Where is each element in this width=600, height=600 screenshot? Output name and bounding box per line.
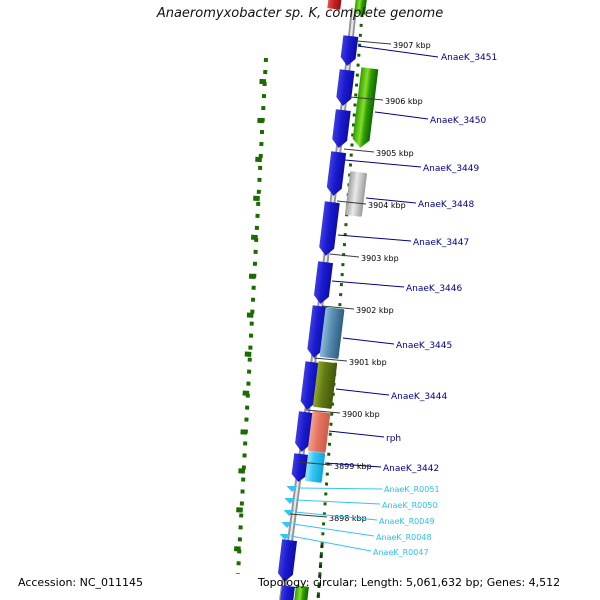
feature-AnaeK_3450[interactable] xyxy=(352,67,379,148)
cds-arrow[interactable] xyxy=(326,151,347,197)
ruler-tick-label: 3899 kbp xyxy=(334,462,372,471)
ruler-tick-label: 3906 kbp xyxy=(385,97,423,106)
cds-arrow[interactable] xyxy=(313,261,334,305)
ruler-tick-label: 3898 kbp xyxy=(329,514,367,523)
ruler-tick xyxy=(297,461,333,466)
trna-arrow[interactable] xyxy=(283,510,295,516)
map-title: Anaeromyxobacter sp. K, complete genome xyxy=(156,6,443,21)
label-leader-line xyxy=(328,430,385,438)
gene-label[interactable]: AnaeK_3444 xyxy=(391,392,447,402)
feature-AnaeK_3448[interactable] xyxy=(345,171,367,217)
gene-label[interactable]: AnaeK_3445 xyxy=(396,341,452,351)
status-summary: Topology: circular; Length: 5,061,632 bp… xyxy=(258,576,561,589)
ruler-tick xyxy=(313,357,348,362)
ruler-tick-label: 3907 kbp xyxy=(393,41,431,50)
rna-gene-label[interactable]: AnaeK_R0051 xyxy=(384,485,440,494)
feature-blue-clipped-bottom[interactable] xyxy=(280,585,295,600)
trna-arrow[interactable] xyxy=(281,522,293,528)
ruler-tick-label: 3905 kbp xyxy=(376,149,414,158)
ruler-tick xyxy=(305,409,341,414)
status-accession: Accession: NC_011145 xyxy=(18,576,144,589)
ruler-tick xyxy=(329,253,360,258)
label-leader-line xyxy=(335,388,390,396)
feature-AnaeK_3442[interactable] xyxy=(304,451,326,483)
label-leader-line xyxy=(357,45,439,58)
cds-arrow[interactable] xyxy=(335,69,355,107)
label-leader-line xyxy=(331,280,405,288)
rna-gene-label[interactable]: AnaeK_R0050 xyxy=(382,501,438,510)
feature-red-clipped-top[interactable] xyxy=(327,0,342,10)
ruler-tick xyxy=(321,305,355,310)
gene-label[interactable]: AnaeK_3448 xyxy=(418,200,474,210)
feature-AnaeK_3445[interactable] xyxy=(319,307,345,359)
label-leader-line-rna xyxy=(295,499,381,505)
ruler-tick xyxy=(356,40,392,45)
feature-green-clipped-top[interactable] xyxy=(354,0,367,15)
gene-label[interactable]: AnaeK_3450 xyxy=(430,116,486,126)
label-leader-line-rna xyxy=(290,535,372,552)
feature-AnaeK_3444[interactable] xyxy=(312,361,338,409)
ruler-tick-label: 3903 kbp xyxy=(361,254,399,263)
gc-plot-curve-left xyxy=(236,57,268,575)
gene-label[interactable]: AnaeK_3446 xyxy=(406,284,462,294)
ruler-tick-label: 3902 kbp xyxy=(356,306,394,315)
cds-arrow[interactable] xyxy=(340,35,359,67)
label-leader-line xyxy=(344,159,422,168)
trna-arrow[interactable] xyxy=(286,486,298,492)
gc-plot-curve-left-accent xyxy=(232,57,268,575)
cds-arrow[interactable] xyxy=(291,453,310,483)
gene-label[interactable]: AnaeK_3451 xyxy=(441,53,497,63)
ruler-tick xyxy=(289,513,328,518)
label-leader-line-rna xyxy=(297,487,383,490)
cds-arrow[interactable] xyxy=(318,201,340,256)
label-leader-line xyxy=(374,111,429,120)
gene-label[interactable]: AnaeK_3442 xyxy=(383,464,439,474)
gc-plot-curve-right xyxy=(316,13,364,600)
cds-arrow[interactable] xyxy=(277,539,298,583)
label-leader-line xyxy=(342,337,395,345)
rna-gene-label[interactable]: AnaeK_R0048 xyxy=(376,533,432,542)
label-leader-line-rna xyxy=(292,523,375,537)
trna-arrow[interactable] xyxy=(279,534,291,540)
trna-arrow[interactable] xyxy=(284,498,296,504)
gene-label[interactable]: rph xyxy=(386,434,401,444)
ruler-tick-label: 3900 kbp xyxy=(342,410,380,419)
gene-label[interactable]: AnaeK_3449 xyxy=(423,164,479,174)
ruler-tick xyxy=(343,148,375,153)
ruler-tick-label: 3904 kbp xyxy=(368,201,406,210)
label-leader-line xyxy=(337,234,412,242)
rna-gene-label[interactable]: AnaeK_R0047 xyxy=(373,548,429,557)
feature-rph[interactable] xyxy=(307,411,331,453)
ruler-tick xyxy=(349,96,384,101)
rna-gene-label[interactable]: AnaeK_R0049 xyxy=(379,517,435,526)
label-leader-line-rna xyxy=(294,511,378,521)
ruler-tick-label: 3901 kbp xyxy=(349,358,387,367)
label-leader-line xyxy=(365,197,417,204)
feature-green-clipped-bottom[interactable] xyxy=(294,585,309,600)
ruler-tick xyxy=(336,200,367,205)
label-leader-line xyxy=(324,462,382,468)
gene-label[interactable]: AnaeK_3447 xyxy=(413,238,469,248)
cds-arrow[interactable] xyxy=(331,109,351,149)
